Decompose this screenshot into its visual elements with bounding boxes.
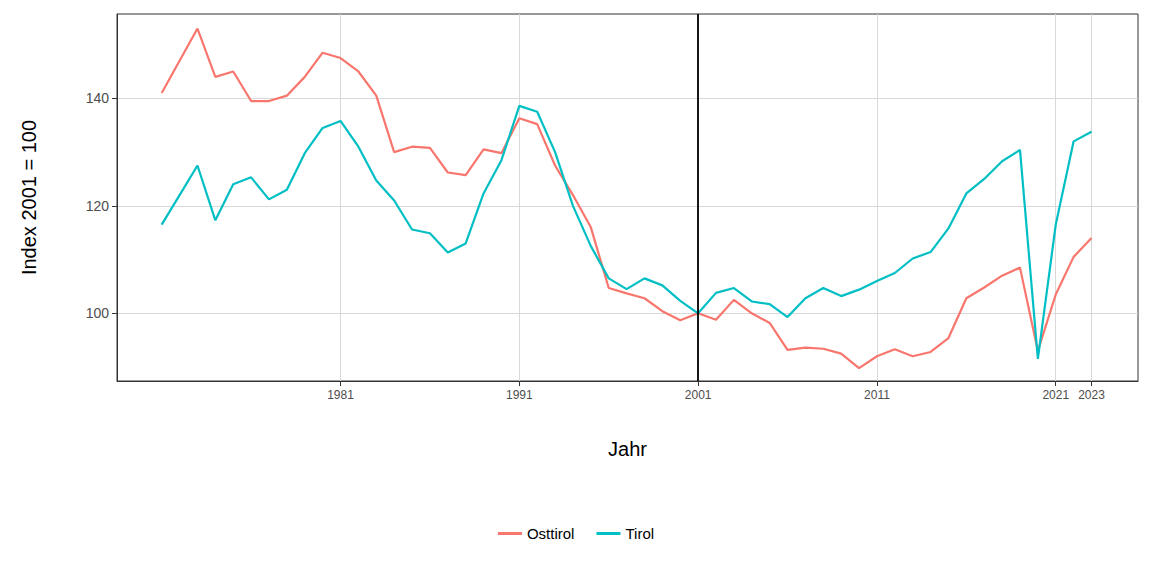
svg-text:Osttirol: Osttirol [527, 525, 575, 542]
svg-text:2023: 2023 [1078, 388, 1105, 402]
svg-text:120: 120 [86, 198, 110, 214]
svg-text:1981: 1981 [327, 388, 354, 402]
svg-text:Tirol: Tirol [625, 525, 654, 542]
svg-text:2021: 2021 [1042, 388, 1069, 402]
svg-text:Jahr: Jahr [608, 438, 647, 460]
svg-text:2011: 2011 [864, 388, 890, 402]
svg-text:140: 140 [86, 90, 110, 106]
svg-text:Index 2001 = 100: Index 2001 = 100 [18, 120, 40, 275]
svg-text:1991: 1991 [506, 388, 533, 402]
svg-text:100: 100 [86, 305, 110, 321]
svg-text:2001: 2001 [685, 388, 712, 402]
